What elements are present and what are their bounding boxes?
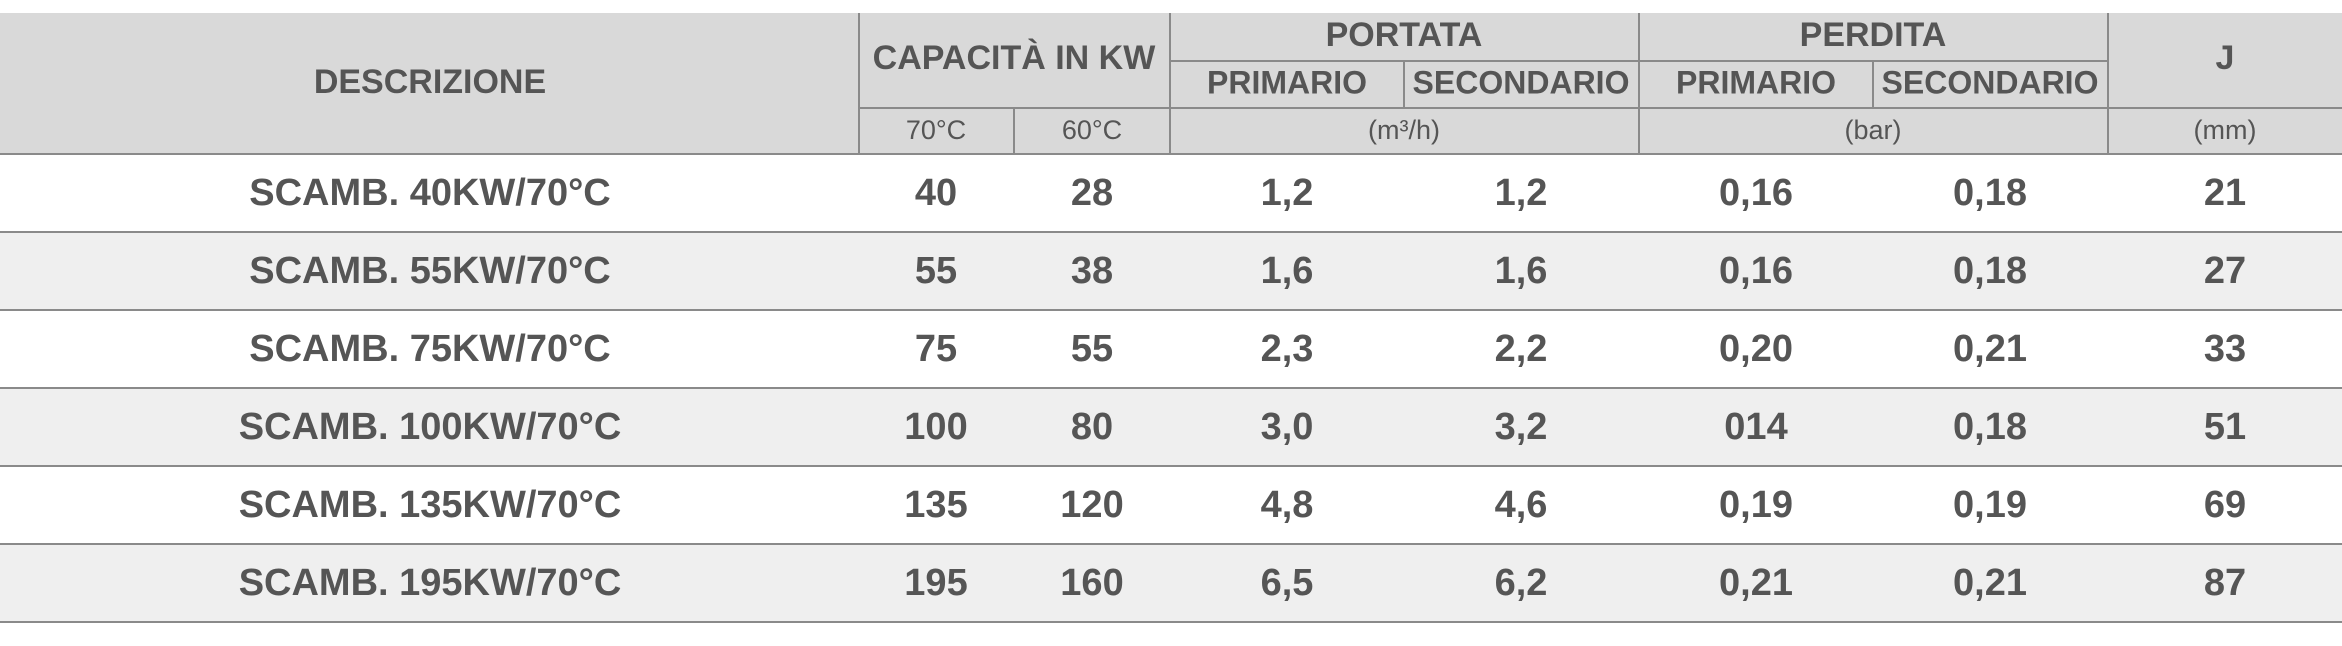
cell: 195 — [904, 562, 967, 604]
cell: 0,18 — [1953, 250, 2027, 292]
cell: 40 — [915, 172, 957, 214]
cell: 1,2 — [1261, 172, 1314, 214]
header-cell: CAPACITÀ IN KW — [873, 39, 1157, 77]
subheader-cell: SECONDARIO — [1413, 64, 1630, 100]
cell: SCAMB. 100KW/70°C — [239, 406, 622, 448]
cell: 100 — [904, 406, 967, 448]
cell: 27 — [2204, 250, 2246, 292]
cell: 3,0 — [1261, 406, 1314, 448]
unit-cell: (mm) — [2194, 115, 2257, 145]
cell: 21 — [2204, 172, 2246, 214]
header-cell: PORTATA — [1326, 16, 1483, 54]
cell: 4,6 — [1495, 484, 1548, 526]
cell: 3,2 — [1495, 406, 1548, 448]
header-cell: DESCRIZIONE — [314, 63, 546, 101]
cell: SCAMB. 135KW/70°C — [239, 484, 622, 526]
cell: 2,3 — [1261, 328, 1314, 370]
cell: 0,19 — [1953, 484, 2027, 526]
cell: 80 — [1071, 406, 1113, 448]
cell: 1,2 — [1495, 172, 1548, 214]
cell: SCAMB. 195KW/70°C — [239, 562, 622, 604]
unit-cell: (m³/h) — [1368, 115, 1440, 145]
row-bg — [0, 467, 2342, 544]
cell: 1,6 — [1495, 250, 1548, 292]
cell: 6,2 — [1495, 562, 1548, 604]
row-bg — [0, 155, 2342, 232]
cell: 4,8 — [1261, 484, 1314, 526]
cell: 0,21 — [1953, 328, 2027, 370]
cell: 6,5 — [1261, 562, 1314, 604]
unit-cell: 60°C — [1062, 115, 1122, 145]
cell: SCAMB. 75KW/70°C — [249, 328, 610, 370]
row-bg — [0, 311, 2342, 388]
cell: 2,2 — [1495, 328, 1548, 370]
cell: 38 — [1071, 250, 1113, 292]
subheader-cell: SECONDARIO — [1882, 64, 2099, 100]
cell: 0,21 — [1953, 562, 2027, 604]
cell: 51 — [2204, 406, 2246, 448]
cell: 0,19 — [1719, 484, 1793, 526]
cell: 28 — [1071, 172, 1113, 214]
unit-cell: 70°C — [906, 115, 966, 145]
cell: 0,20 — [1719, 328, 1793, 370]
subheader-cell: PRIMARIO — [1676, 64, 1836, 100]
subheader-cell: PRIMARIO — [1207, 64, 1367, 100]
cell: 120 — [1060, 484, 1123, 526]
header-cell: J — [2216, 39, 2235, 77]
cell: 33 — [2204, 328, 2246, 370]
cell: 0,21 — [1719, 562, 1793, 604]
unit-cell: (bar) — [1844, 115, 1901, 145]
header-cell: PERDITA — [1800, 16, 1947, 54]
cell: 87 — [2204, 562, 2246, 604]
row-bg — [0, 545, 2342, 622]
cell: 160 — [1060, 562, 1123, 604]
cell: 0,18 — [1953, 172, 2027, 214]
cell: 69 — [2204, 484, 2246, 526]
cell: 0,16 — [1719, 172, 1793, 214]
cell: 55 — [915, 250, 957, 292]
row-bg — [0, 233, 2342, 310]
cell: SCAMB. 55KW/70°C — [249, 250, 610, 292]
cell: 0,18 — [1953, 406, 2027, 448]
cell: 0,16 — [1719, 250, 1793, 292]
cell: 014 — [1724, 406, 1787, 448]
cell: SCAMB. 40KW/70°C — [249, 172, 610, 214]
cell: 55 — [1071, 328, 1113, 370]
cell: 135 — [904, 484, 967, 526]
row-bg — [0, 389, 2342, 466]
cell: 1,6 — [1261, 250, 1314, 292]
cell: 75 — [915, 328, 957, 370]
